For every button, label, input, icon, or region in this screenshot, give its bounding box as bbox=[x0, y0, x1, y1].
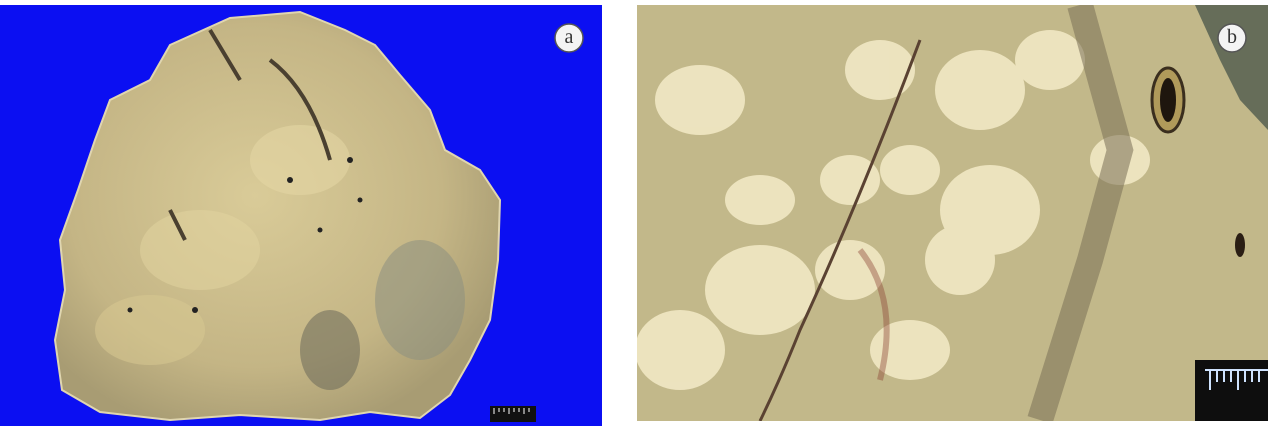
band bbox=[1027, 5, 1134, 421]
label-badge bbox=[1217, 23, 1247, 53]
ruler-ticks bbox=[493, 408, 530, 414]
hemorrhage bbox=[857, 248, 890, 381]
airway bbox=[1235, 233, 1245, 257]
panel-a: a bbox=[0, 5, 602, 426]
texture bbox=[95, 125, 465, 390]
panel-label: a bbox=[565, 26, 574, 48]
dark-region bbox=[1195, 5, 1268, 130]
ruler-ticks bbox=[1209, 370, 1260, 390]
vessel bbox=[758, 39, 922, 421]
panel-label: b bbox=[1227, 26, 1237, 48]
panel-b bbox=[637, 5, 1268, 421]
label-badge bbox=[554, 23, 584, 53]
bronchus-lumen bbox=[1160, 78, 1176, 122]
nodules bbox=[637, 30, 1150, 390]
fissure bbox=[168, 28, 332, 241]
pores bbox=[127, 157, 363, 313]
